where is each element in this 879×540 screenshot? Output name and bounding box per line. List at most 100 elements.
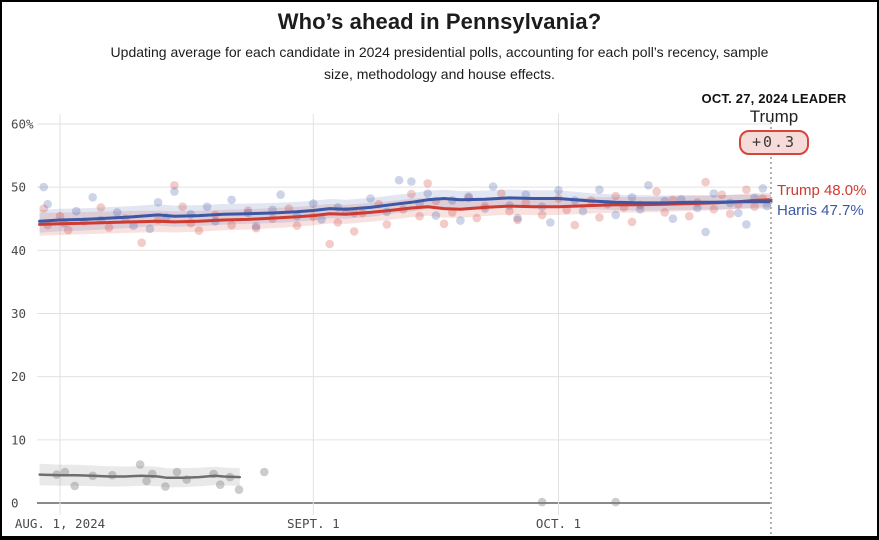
trump-poll-dot xyxy=(170,181,179,190)
harris-poll-dot xyxy=(153,198,163,207)
y-tick-label: 60% xyxy=(11,116,34,131)
harris-poll-dot xyxy=(202,202,212,211)
trump-poll-dot xyxy=(513,215,522,225)
x-tick-label: OCT. 1 xyxy=(536,516,581,531)
trump-poll-dot xyxy=(709,205,719,214)
harris-poll-dot xyxy=(394,175,404,185)
harris-poll-dot xyxy=(742,220,751,229)
third-party-poll-dot xyxy=(260,467,269,477)
trump-poll-dot xyxy=(39,204,48,213)
harris-poll-dot xyxy=(251,222,261,231)
third-party-poll-dot xyxy=(135,460,145,469)
trump-poll-dot xyxy=(407,189,416,199)
trump-poll-dot xyxy=(570,220,580,230)
chart-header: Who’s ahead in Pennsylvania? Updating av… xyxy=(2,9,877,85)
y-tick-label: 30 xyxy=(11,306,26,321)
trump-poll-dot xyxy=(750,202,759,211)
y-tick-label: 20 xyxy=(11,369,26,384)
harris-poll-dot xyxy=(734,208,743,218)
leader-margin-badge: +0.3 xyxy=(738,130,810,155)
harris-poll-dot xyxy=(644,181,653,190)
trump-poll-dot xyxy=(505,206,514,216)
leader-date-label: OCT. 27, 2024 LEADER xyxy=(701,91,847,106)
third-party-poll-dot xyxy=(537,497,547,507)
trump-poll-dot xyxy=(472,213,482,223)
harris-poll-dot xyxy=(407,177,416,186)
trump-poll-dot xyxy=(137,238,146,247)
trump-poll-dot xyxy=(725,209,735,218)
x-tick-label: AUG. 1, 2024 xyxy=(15,516,105,531)
y-tick-label: 10 xyxy=(11,432,26,447)
trump-poll-dot xyxy=(652,187,661,196)
trump-poll-dot xyxy=(104,223,114,232)
trump-poll-dot xyxy=(349,227,359,236)
trump-poll-dot xyxy=(611,191,620,201)
y-tick-label: 40 xyxy=(11,243,26,258)
third-party-poll-dot xyxy=(215,480,225,490)
harris-poll-dot xyxy=(627,193,637,202)
trump-poll-dot xyxy=(194,226,204,235)
third-party-poll-dot xyxy=(161,482,170,491)
harris-poll-dot xyxy=(276,190,285,199)
third-party-poll-dot xyxy=(142,476,151,486)
trump-poll-dot xyxy=(742,185,751,194)
third-party-poll-dot xyxy=(172,467,182,477)
trump-poll-dot xyxy=(227,220,236,230)
trump-band xyxy=(39,192,772,236)
harris-poll-dot xyxy=(554,186,563,195)
harris-average-line xyxy=(38,196,773,223)
trump-poll-dot xyxy=(415,211,424,221)
harris-poll-dot xyxy=(227,195,236,205)
harris-poll-dot xyxy=(170,187,179,196)
third-party-poll-dot xyxy=(234,485,244,495)
third-party-average-line xyxy=(38,473,242,479)
third-party-poll-dot xyxy=(108,470,117,480)
harris-poll-dot xyxy=(635,205,645,214)
trump-poll-dot xyxy=(595,213,604,222)
harris-poll-dot xyxy=(762,201,772,211)
trump-poll-dot xyxy=(382,220,392,229)
trump-poll-dot xyxy=(660,208,669,217)
harris-poll-dot xyxy=(595,185,604,194)
harris-poll-dot xyxy=(43,199,52,209)
trump-poll-dot xyxy=(627,217,637,227)
harris-poll-dot xyxy=(423,189,433,198)
trump-poll-dot xyxy=(439,219,449,229)
trump-poll-dot xyxy=(423,179,433,188)
trump-poll-dot xyxy=(292,221,302,230)
harris-poll-dot xyxy=(309,199,318,208)
trump-poll-dot xyxy=(684,211,694,221)
harris-poll-dot xyxy=(129,221,138,230)
harris-poll-dot xyxy=(701,227,710,237)
harris-poll-dot xyxy=(456,216,465,225)
harris-poll-dot xyxy=(693,203,702,213)
trump-poll-dot xyxy=(325,239,335,249)
trump-poll-dot xyxy=(63,225,73,235)
trump-endpoint-label: Trump 48.0% xyxy=(777,182,867,199)
third-party-poll-dot xyxy=(70,481,79,491)
y-tick-label: 0 xyxy=(11,496,19,511)
harris-poll-dot xyxy=(488,182,498,191)
harris-poll-dot xyxy=(709,189,719,198)
trump-poll-dot xyxy=(537,210,547,220)
harris-poll-dot xyxy=(112,208,122,217)
trump-poll-dot xyxy=(178,202,187,211)
trump-poll-dot xyxy=(55,211,65,221)
harris-endpoint-label: Harris 47.7% xyxy=(777,202,864,219)
chart-subtitle: Updating average for each candidate in 2… xyxy=(110,44,769,82)
trump-poll-dot xyxy=(333,218,343,227)
leader-annotation: OCT. 27, 2024 LEADER Trump +0.3 xyxy=(644,91,877,155)
harris-poll-dot xyxy=(546,218,555,227)
trump-poll-dot xyxy=(251,223,261,233)
trump-poll-dot xyxy=(717,190,727,199)
harris-poll-dot xyxy=(145,224,155,234)
harris-poll-dot xyxy=(72,206,81,216)
third-party-poll-dot xyxy=(611,497,620,507)
harris-poll-dot xyxy=(431,211,441,220)
page-title: Who’s ahead in Pennsylvania? xyxy=(277,9,602,34)
harris-poll-dot xyxy=(668,214,678,223)
y-tick-label: 50 xyxy=(11,180,26,195)
x-tick-label: SEPT. 1 xyxy=(287,516,340,531)
